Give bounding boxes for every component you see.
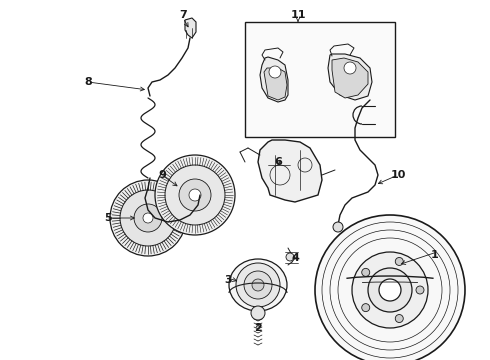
Polygon shape	[258, 140, 322, 202]
Circle shape	[134, 204, 162, 232]
Text: 9: 9	[158, 170, 166, 180]
Circle shape	[416, 286, 424, 294]
Circle shape	[189, 189, 201, 201]
Polygon shape	[264, 68, 287, 100]
Circle shape	[120, 190, 176, 246]
Polygon shape	[185, 18, 196, 38]
Polygon shape	[260, 57, 288, 102]
Text: 1: 1	[431, 250, 439, 260]
Text: 7: 7	[179, 10, 187, 20]
Ellipse shape	[229, 259, 287, 311]
Text: 11: 11	[290, 10, 306, 20]
Text: 6: 6	[274, 157, 282, 167]
Circle shape	[362, 303, 370, 312]
Circle shape	[110, 180, 186, 256]
Circle shape	[315, 215, 465, 360]
Circle shape	[395, 257, 403, 265]
Text: 2: 2	[254, 323, 262, 333]
Text: 4: 4	[291, 253, 299, 263]
Circle shape	[333, 222, 343, 232]
Circle shape	[269, 66, 281, 78]
Polygon shape	[332, 58, 368, 98]
Circle shape	[155, 155, 235, 235]
Text: 8: 8	[84, 77, 92, 87]
Circle shape	[395, 315, 403, 323]
Circle shape	[251, 306, 265, 320]
Polygon shape	[328, 54, 372, 100]
Circle shape	[236, 263, 280, 307]
Text: 5: 5	[104, 213, 112, 223]
Circle shape	[362, 268, 370, 276]
Circle shape	[143, 213, 153, 223]
Circle shape	[286, 253, 294, 261]
Circle shape	[352, 252, 428, 328]
Bar	[245, 22, 395, 137]
Circle shape	[368, 268, 412, 312]
Circle shape	[244, 271, 272, 299]
Circle shape	[165, 165, 225, 225]
Circle shape	[379, 279, 401, 301]
Text: 3: 3	[224, 275, 232, 285]
Circle shape	[344, 62, 356, 74]
Circle shape	[179, 179, 211, 211]
Circle shape	[252, 279, 264, 291]
Text: 10: 10	[391, 170, 406, 180]
